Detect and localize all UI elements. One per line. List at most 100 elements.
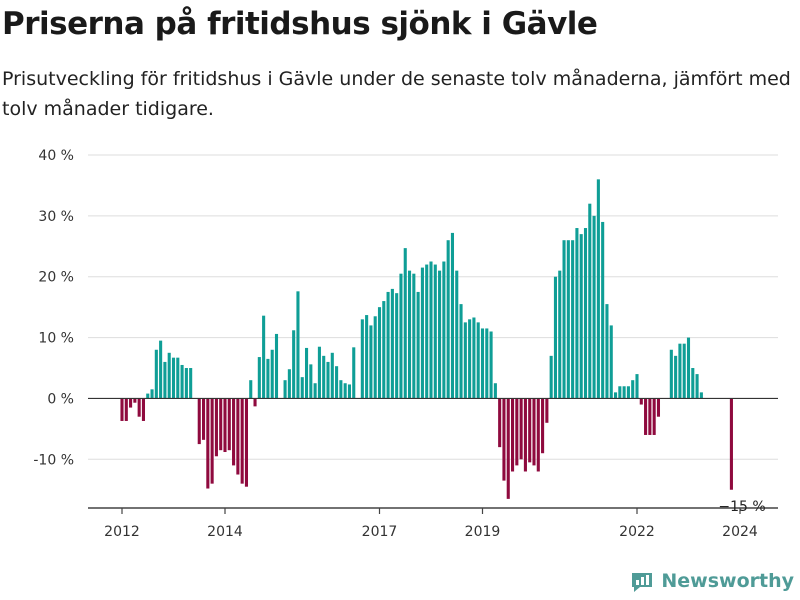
bar [360,319,364,399]
bar [686,337,691,399]
chart-subtitle: Prisutveckling för fritidshus i Gävle un… [2,68,791,120]
bar [407,270,412,399]
bar [592,215,596,399]
bar [227,398,231,451]
x-tick-label: 2012 [104,524,140,540]
bar [579,234,583,399]
bar [210,398,214,484]
bar [154,349,158,399]
bar [317,346,321,399]
bar [244,398,249,487]
bar [330,352,334,399]
bar [141,398,146,421]
bar [609,325,613,399]
bar [425,264,429,399]
bar [476,322,480,399]
bar [176,357,180,399]
bar [335,366,339,399]
bar [416,291,420,399]
x-tick-label: 2022 [619,524,655,540]
y-tick-label: 40 % [38,148,74,164]
bar [369,325,373,399]
bar [171,357,176,399]
bar [322,355,326,399]
bar [292,330,296,399]
bar [463,322,467,399]
bar [635,374,639,399]
bar [450,232,455,399]
bar [566,240,570,399]
x-tick-label: 2014 [207,524,243,540]
bar [515,398,519,466]
bar [601,221,605,399]
bar [506,398,510,499]
bar [287,369,291,399]
x-tick-label: 2019 [465,524,501,540]
y-tick-label: 30 % [38,209,74,225]
bar [519,398,523,460]
bar [613,392,618,399]
axes: 40 % 30 % 20 % 10 % 0 % -10 % 2012 2014 2017 2019… [33,148,778,540]
newsworthy-logo-icon [632,573,653,592]
bar [262,315,266,399]
bar [403,248,407,399]
bar [510,398,515,472]
bar [343,383,347,399]
bar [270,349,274,399]
bar [159,340,163,399]
bar [240,398,244,484]
bar [347,384,352,399]
bar [455,270,459,399]
bar [365,315,369,399]
bar [197,398,201,445]
bar [622,386,626,399]
bar [656,398,661,417]
bar [485,328,489,399]
bar [562,240,566,399]
bar [219,398,223,451]
bar [652,398,656,435]
bar [412,273,416,399]
bar [206,398,210,489]
bar [644,398,648,435]
bar [729,398,733,490]
bar [442,261,446,399]
bar [438,270,442,399]
bar [390,288,394,399]
bar [266,358,270,399]
bar [184,368,188,399]
bar [545,398,549,423]
x-tick-label: 2024 [722,524,758,540]
bar [236,398,240,475]
bar [313,383,317,399]
bar [304,347,309,399]
bar [382,301,386,399]
bar [523,398,527,472]
bar [553,276,558,399]
bar [249,380,253,399]
brand-name: Newsworthy [661,570,794,592]
bar [214,398,218,457]
bar [274,333,279,399]
bar [618,386,622,399]
bar [150,389,154,399]
y-tick-label: 10 % [38,331,74,347]
bar [648,398,652,435]
bar [300,377,304,399]
bar [386,291,390,399]
brand-logo: Newsworthy [629,568,794,594]
bar [472,317,476,399]
bar [532,398,536,466]
bar [257,357,261,399]
bar [124,398,128,421]
bar [296,291,300,399]
bar [339,380,343,399]
bar [373,316,377,399]
bar [502,398,506,481]
bar [674,355,678,399]
chart-title: Priserna på fritidshus sjönk i Gävle [2,6,598,42]
bar [489,331,493,399]
bars [120,179,733,499]
bar [639,398,643,405]
